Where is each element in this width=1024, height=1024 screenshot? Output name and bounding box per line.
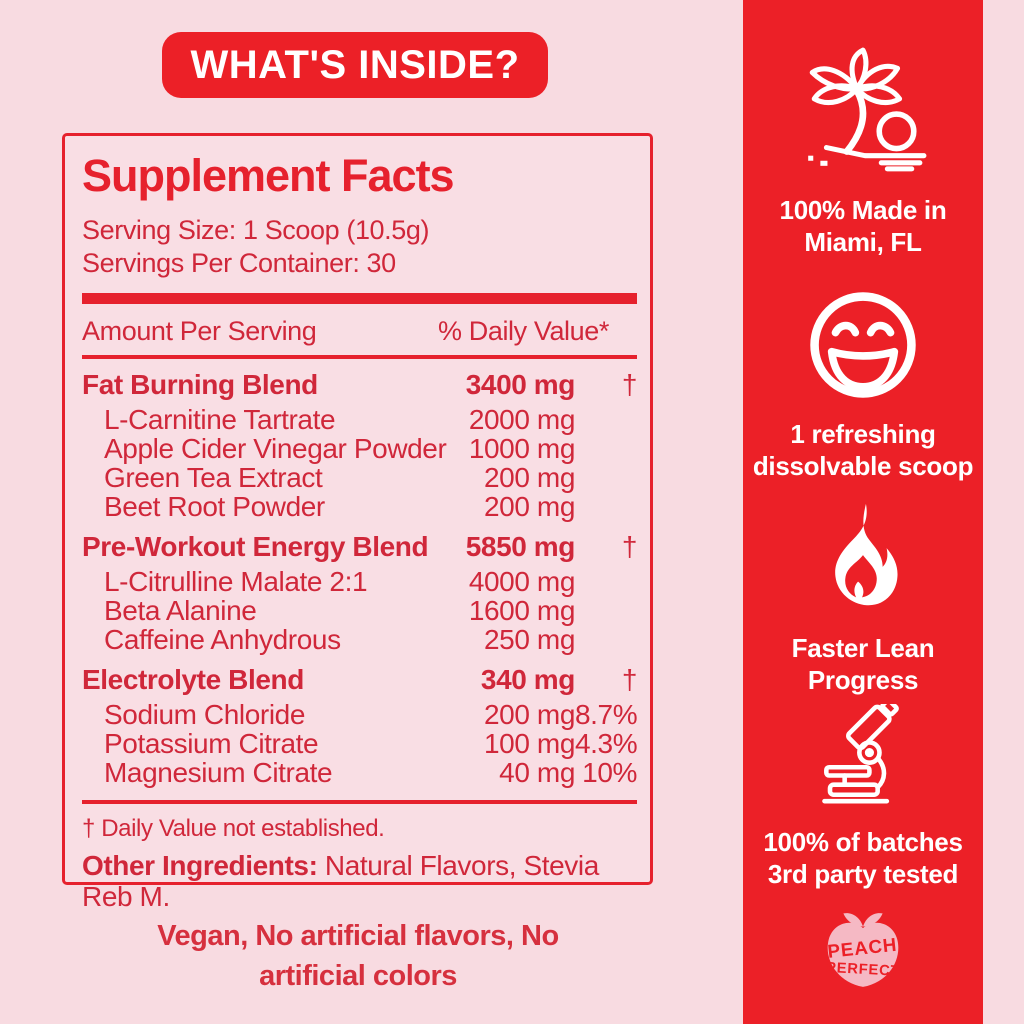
table-row: Potassium Citrate 100 mg 4.3%: [82, 728, 638, 759]
ingredient-amount: 40 mg: [499, 757, 575, 788]
blend-name: Electrolyte Blend: [82, 664, 304, 695]
other-ingredients-label: Other Ingredients:: [82, 850, 318, 881]
ingredient-amount: 100 mg: [484, 728, 575, 759]
blend-dv: †: [621, 369, 638, 400]
ingredient-name: Potassium Citrate: [104, 728, 319, 759]
supplement-facts-panel: Supplement Facts Serving Size: 1 Scoop (…: [62, 133, 653, 912]
serving-size: Serving Size: 1 Scoop (10.5g): [82, 215, 430, 245]
caption-line: 100% Made in: [779, 195, 947, 225]
table-row: Caffeine Anhydrous 250 mg: [82, 625, 637, 654]
vegan-claims-note: Vegan, No artificial flavors, No artific…: [0, 916, 716, 996]
other-ingredients: Other Ingredients: Natural Flavors, Stev…: [82, 850, 637, 912]
table-row: Fat Burning Blend 3400 mg †: [82, 370, 637, 399]
supplement-facts-title: Supplement Facts: [82, 150, 455, 201]
table-row: Apple Cider Vinegar Powder 1000 mg: [82, 434, 637, 463]
other-ingredients-value: Natural Flavors, Stevia Reb M.: [82, 850, 599, 912]
amount-per-serving-label: Amount Per Serving: [82, 316, 317, 346]
ingredient-amount: 1000 mg: [468, 433, 576, 464]
flame-icon: [835, 503, 898, 606]
table-row: L-Carnitine Tartrate 2000 mg: [82, 405, 637, 434]
claims-line: Vegan, No artificial flavors, No: [157, 920, 559, 952]
ingredient-name: L-Citrulline Malate 2:1: [104, 566, 368, 597]
ingredient-name: Beta Alanine: [104, 595, 257, 626]
ingredient-amount: 4000 mg: [468, 566, 576, 597]
ingredient-dv: 8.7%: [575, 699, 638, 730]
ingredient-name: Beet Root Powder: [104, 491, 325, 522]
ingredient-amount: 200 mg: [484, 491, 575, 522]
peach-perfect-logo: PEACH PERFECT: [826, 913, 901, 987]
features-sidebar: 100% Made in Miami, FL 1 refreshing diss…: [743, 0, 983, 1024]
daily-value-label: % Daily Value*: [438, 316, 609, 346]
caption-line: 3rd party tested: [767, 859, 959, 889]
ingredient-dv: 10%: [582, 757, 637, 788]
daily-value-footnote: † Daily Value not established.: [82, 815, 385, 842]
ingredient-dv: 4.3%: [575, 728, 638, 759]
table-row: Beet Root Powder 200 mg: [82, 492, 637, 521]
feature-caption-made-in-miami: 100% Made in Miami, FL: [743, 194, 983, 258]
table-row: Green Tea Extract 200 mg: [82, 463, 637, 492]
caption-line: dissolvable scoop: [752, 451, 974, 481]
servings-per-container: Servings Per Container: 30: [82, 248, 396, 278]
caption-line: Progress: [807, 665, 919, 695]
table-row: Beta Alanine 1600 mg: [82, 596, 637, 625]
ingredient-amount: 200 mg: [484, 699, 575, 730]
table-row: Pre-Workout Energy Blend 5850 mg †: [82, 532, 637, 561]
ingredient-name: Caffeine Anhydrous: [104, 624, 341, 655]
table-row: Magnesium Citrate 40 mg 10%: [82, 758, 637, 787]
blend-name: Pre-Workout Energy Blend: [82, 531, 429, 562]
ingredient-name: Apple Cider Vinegar Powder: [104, 433, 447, 464]
table-row: L-Citrulline Malate 2:1 4000 mg: [82, 567, 637, 596]
divider-thin: [82, 800, 637, 804]
ingredient-amount: 1600 mg: [468, 595, 576, 626]
ingredient-name: Magnesium Citrate: [104, 757, 333, 788]
logo-word: PERFECT: [826, 960, 901, 980]
ingredient-amount: 200 mg: [484, 462, 575, 493]
caption-line: Miami, FL: [804, 227, 922, 257]
laughing-emoji-icon: [810, 292, 916, 398]
blend-amount: 3400 mg: [465, 369, 576, 400]
ingredient-name: Green Tea Extract: [104, 462, 323, 493]
caption-line: 1 refreshing: [790, 419, 936, 449]
blend-amount: 340 mg: [480, 664, 576, 695]
ingredient-name: L-Carnitine Tartrate: [104, 404, 336, 435]
table-row: Electrolyte Blend 340 mg †: [82, 665, 637, 694]
blend-dv: †: [621, 664, 638, 695]
palm-tree-sunset-icon: [808, 47, 927, 172]
caption-line: 100% of batches: [763, 827, 963, 857]
blend-name: Fat Burning Blend: [82, 369, 318, 400]
whats-inside-badge: WHAT'S INSIDE?: [162, 32, 548, 98]
blend-dv: †: [621, 531, 638, 562]
badge-label: WHAT'S INSIDE?: [190, 42, 520, 87]
caption-line: Faster Lean: [791, 633, 935, 663]
table-header-row: Amount Per Serving % Daily Value*: [82, 316, 637, 346]
microscope-icon: [822, 704, 899, 804]
ingredient-amount: 2000 mg: [468, 404, 576, 435]
ingredient-name: Sodium Chloride: [104, 699, 305, 730]
ingredient-amount: 250 mg: [484, 624, 575, 655]
feature-caption-faster-lean-progress: Faster Lean Progress: [743, 632, 983, 696]
divider-thin: [82, 355, 637, 359]
blend-amount: 5850 mg: [465, 531, 576, 562]
table-row: Sodium Chloride 200 mg 8.7%: [82, 699, 638, 730]
claims-line: artificial colors: [259, 960, 457, 992]
feature-caption-third-party-tested: 100% of batches 3rd party tested: [743, 826, 983, 890]
feature-caption-dissolvable-scoop: 1 refreshing dissolvable scoop: [743, 418, 983, 482]
divider-thick: [82, 293, 637, 304]
